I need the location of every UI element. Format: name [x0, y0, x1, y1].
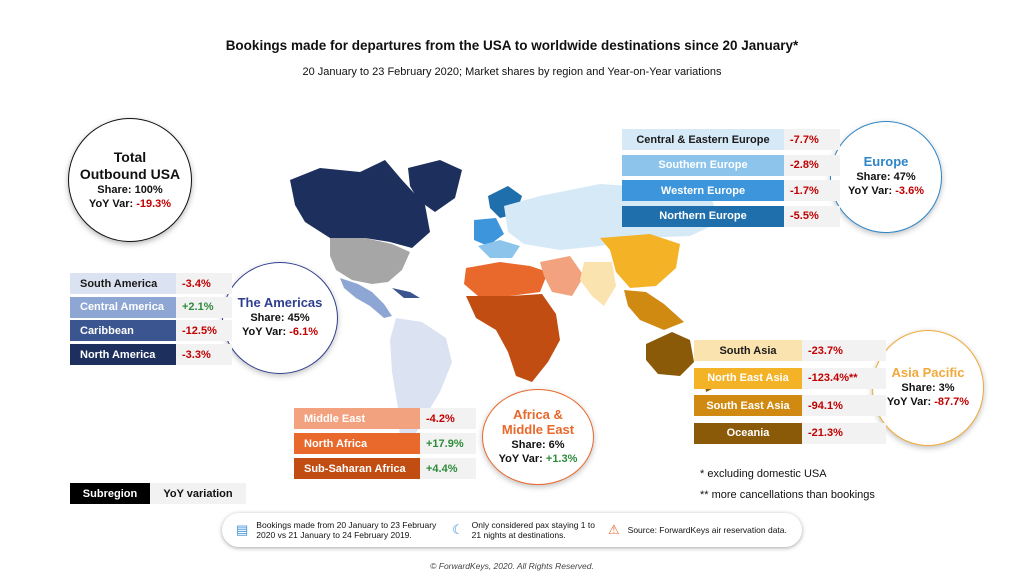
subregion-row: Western Europe -1.7%	[622, 180, 840, 201]
map-greenland	[408, 160, 462, 212]
copyright: © ForwardKeys, 2020. All Rights Reserved…	[430, 561, 594, 571]
moon-icon: ☾	[452, 522, 464, 537]
map-caribbean	[392, 288, 420, 298]
total-outbound-circle: Total Outbound USA Share: 100% YoY Var: …	[68, 118, 192, 242]
footer-item-dates: ▤ Bookings made from 20 January to 23 Fe…	[236, 520, 437, 540]
subregion-label: Northern Europe	[622, 205, 784, 227]
map-oceania	[646, 332, 694, 376]
total-yoy: YoY Var: -19.3%	[88, 197, 172, 210]
region-name: Europe	[863, 154, 909, 170]
legend-subregion: Subregion	[70, 483, 150, 504]
map-southern-europe	[478, 240, 520, 258]
chart-title: Bookings made for departures from the US…	[225, 38, 799, 53]
subregion-yoy-value: -1.7%	[784, 180, 840, 201]
subregion-label: Caribbean	[70, 320, 176, 342]
subregion-label: South Asia	[694, 340, 802, 361]
subregion-yoy-value: +2.1%	[176, 296, 232, 318]
region-share: Share: 6%	[511, 438, 565, 451]
map-usa	[330, 238, 410, 284]
subregion-label: Southern Europe	[622, 154, 784, 176]
subregion-yoy-value: +4.4%	[420, 458, 476, 480]
map-north-africa	[464, 262, 548, 296]
subregion-row: North Africa +17.9%	[294, 433, 476, 455]
subregion-yoy-value: -2.8%	[784, 154, 840, 176]
alert-icon: ⚠	[608, 522, 620, 537]
map-canada	[290, 160, 430, 248]
total-line2: Outbound USA	[79, 165, 181, 182]
subregion-row: Oceania -21.3%	[694, 422, 886, 444]
subregion-row: Sub-Saharan Africa +4.4%	[294, 458, 476, 480]
footer-item-stay: ☾ Only considered pax staying 1 to 21 ni…	[452, 520, 595, 540]
subregion-row: Central America +2.1%	[70, 296, 232, 318]
subregion-label: Middle East	[294, 408, 420, 429]
footer-item-source: ⚠ Source: ForwardKeys air reservation da…	[608, 522, 787, 537]
subregion-label: North Africa	[294, 433, 420, 455]
subregion-yoy-value: -5.5%	[784, 205, 840, 227]
subregion-row: Caribbean -12.5%	[70, 320, 232, 342]
region-circle-americas: The Americas Share: 45% YoY Var: -6.1%	[222, 262, 338, 374]
region-name: Africa & Middle East	[501, 406, 575, 437]
subregion-yoy-value: -12.5%	[176, 320, 232, 342]
total-share: Share: 100%	[97, 183, 163, 196]
subregion-row: South America -3.4%	[70, 273, 232, 294]
subregion-row: North America -3.3%	[70, 344, 232, 366]
region-name: Asia Pacific	[891, 365, 965, 381]
subregion-label: Central & Eastern Europe	[622, 129, 784, 150]
subregion-label: North East Asia	[694, 367, 802, 389]
region-circle-africa-middle-east: Africa & Middle East Share: 6% YoY Var: …	[482, 389, 594, 485]
subregion-yoy-value: -23.7%	[802, 340, 886, 361]
subregion-row: North East Asia -123.4%**	[694, 367, 886, 389]
subregion-row: Northern Europe -5.5%	[622, 205, 840, 227]
subregion-label: Western Europe	[622, 180, 784, 201]
subregion-label: South East Asia	[694, 395, 802, 416]
subregion-yoy-value: -94.1%	[802, 395, 886, 416]
subregion-row: Central & Eastern Europe -7.7%	[622, 129, 840, 150]
chart-subtitle: 20 January to 23 February 2020; Market s…	[302, 66, 722, 78]
region-share: Share: 45%	[250, 312, 310, 325]
region-circle-europe: Europe Share: 47% YoY Var: -3.6%	[830, 121, 942, 233]
map-north-east-asia	[600, 234, 680, 288]
subregion-yoy-value: -3.4%	[176, 273, 232, 294]
subregion-label: South America	[70, 273, 176, 294]
map-central-america	[340, 278, 392, 318]
note-excluding-domestic: * excluding domestic USA	[700, 468, 827, 480]
region-yoy: YoY Var: -87.7%	[886, 396, 970, 409]
subregion-yoy-value: -3.3%	[176, 344, 232, 366]
subregion-yoy-value: -21.3%	[802, 422, 886, 444]
region-yoy: YoY Var: -6.1%	[241, 326, 319, 339]
subregion-row: South East Asia -94.1%	[694, 395, 886, 416]
footer-info-bar: ▤ Bookings made from 20 January to 23 Fe…	[222, 513, 802, 547]
region-share: Share: 3%	[901, 382, 955, 395]
subregion-yoy-value: -123.4%**	[802, 367, 886, 389]
subregion-label: Sub-Saharan Africa	[294, 458, 420, 480]
subregion-yoy-value: -4.2%	[420, 408, 476, 429]
subregion-yoy-value: +17.9%	[420, 433, 476, 455]
region-yoy: YoY Var: -3.6%	[847, 185, 925, 198]
subregion-row: Southern Europe -2.8%	[622, 154, 840, 176]
subregion-label: Central America	[70, 296, 176, 318]
region-share: Share: 47%	[856, 171, 916, 184]
subregion-row: Middle East -4.2%	[294, 408, 476, 429]
subregion-yoy-value: -7.7%	[784, 129, 840, 150]
calendar-icon: ▤	[236, 522, 249, 537]
region-circle-asia-pacific: Asia Pacific Share: 3% YoY Var: -87.7%	[872, 330, 984, 446]
subregion-row: South Asia -23.7%	[694, 340, 886, 361]
total-line1: Total	[113, 149, 147, 166]
region-name: The Americas	[237, 295, 323, 311]
legend-yoy-variation: YoY variation	[150, 483, 246, 504]
subregion-label: Oceania	[694, 422, 802, 444]
map-western-europe	[474, 218, 504, 246]
map-south-asia	[580, 262, 616, 306]
map-south-east-asia	[624, 290, 684, 330]
map-sub-saharan-africa	[466, 294, 560, 382]
region-yoy: YoY Var: +1.3%	[498, 452, 578, 465]
subregion-label: North America	[70, 344, 176, 366]
note-more-cancellations: ** more cancellations than bookings	[700, 489, 875, 501]
map-middle-east	[540, 256, 584, 296]
